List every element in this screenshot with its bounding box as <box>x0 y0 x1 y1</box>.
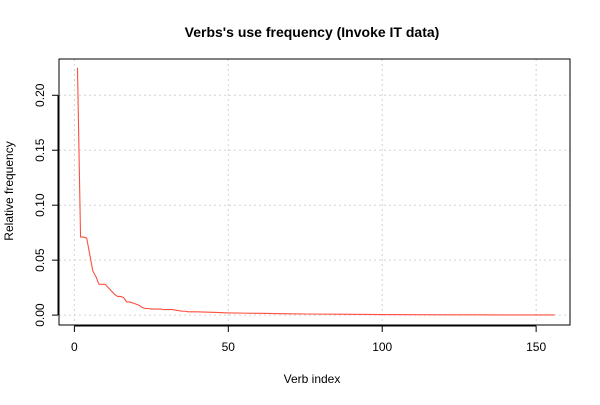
plot-frame <box>58 58 571 326</box>
x-tick-label: 150 <box>526 340 546 354</box>
x-tick-label: 50 <box>222 340 236 354</box>
y-axis-title: Relative frequency <box>2 141 16 240</box>
y-tick-label: 0.10 <box>33 193 47 217</box>
y-tick-label: 0.20 <box>33 83 47 107</box>
x-tick-label: 100 <box>372 340 392 354</box>
y-tick-label: 0.15 <box>33 138 47 162</box>
chart-title: Verbs's use frequency (Invoke IT data) <box>185 24 440 40</box>
x-axis-title: Verb index <box>284 372 341 386</box>
y-tick-label: 0.05 <box>33 248 47 272</box>
y-axis: 0.00 0.05 0.10 0.15 0.20 <box>33 83 59 327</box>
x-tick-label: 0 <box>71 340 78 354</box>
series-layer <box>76 67 555 316</box>
y-tick-label: 0.00 <box>33 303 47 327</box>
x-axis: 0 50 100 150 <box>71 325 546 354</box>
series-line-0 <box>76 67 555 316</box>
